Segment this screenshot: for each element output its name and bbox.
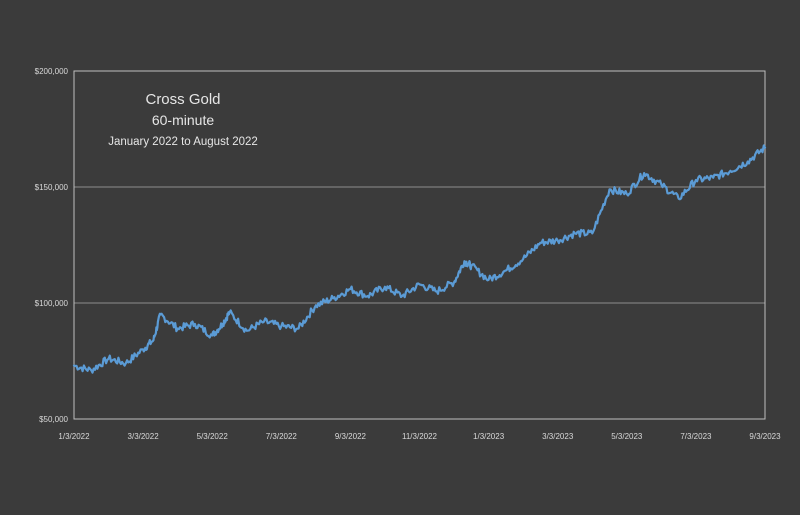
x-tick-label: 3/3/2022 bbox=[128, 432, 160, 441]
series-line-equity bbox=[72, 144, 767, 374]
chart-subtitle: 60-minute bbox=[152, 112, 214, 128]
x-tick-label: 9/3/2023 bbox=[749, 432, 781, 441]
x-tick-label: 7/3/2022 bbox=[266, 432, 298, 441]
x-tick-label: 3/3/2023 bbox=[542, 432, 574, 441]
x-tick-label: 7/3/2023 bbox=[680, 432, 712, 441]
chart-date-range: January 2022 to August 2022 bbox=[108, 136, 258, 148]
grid-layer bbox=[74, 186, 765, 304]
x-tick-label: 5/3/2022 bbox=[197, 432, 229, 441]
series-layer bbox=[72, 144, 767, 374]
y-tick-label: $50,000 bbox=[39, 415, 68, 424]
y-axis: $50,000 $100,000 $150,000 $200,000 bbox=[35, 67, 69, 424]
y-tick-label: $100,000 bbox=[35, 299, 69, 308]
chart-title: Cross Gold bbox=[145, 91, 220, 108]
y-tick-label: $200,000 bbox=[35, 67, 69, 76]
x-tick-label: 1/3/2023 bbox=[473, 432, 505, 441]
x-axis: 1/3/2022 3/3/2022 5/3/2022 7/3/2022 9/3/2022… bbox=[58, 432, 781, 441]
x-tick-label: 1/3/2022 bbox=[58, 432, 90, 441]
x-tick-label: 9/3/2022 bbox=[335, 432, 367, 441]
x-tick-label: 11/3/2022 bbox=[402, 432, 438, 441]
plot-frame bbox=[73, 70, 766, 420]
x-tick-label: 5/3/2023 bbox=[611, 432, 643, 441]
y-tick-label: $150,000 bbox=[35, 183, 69, 192]
